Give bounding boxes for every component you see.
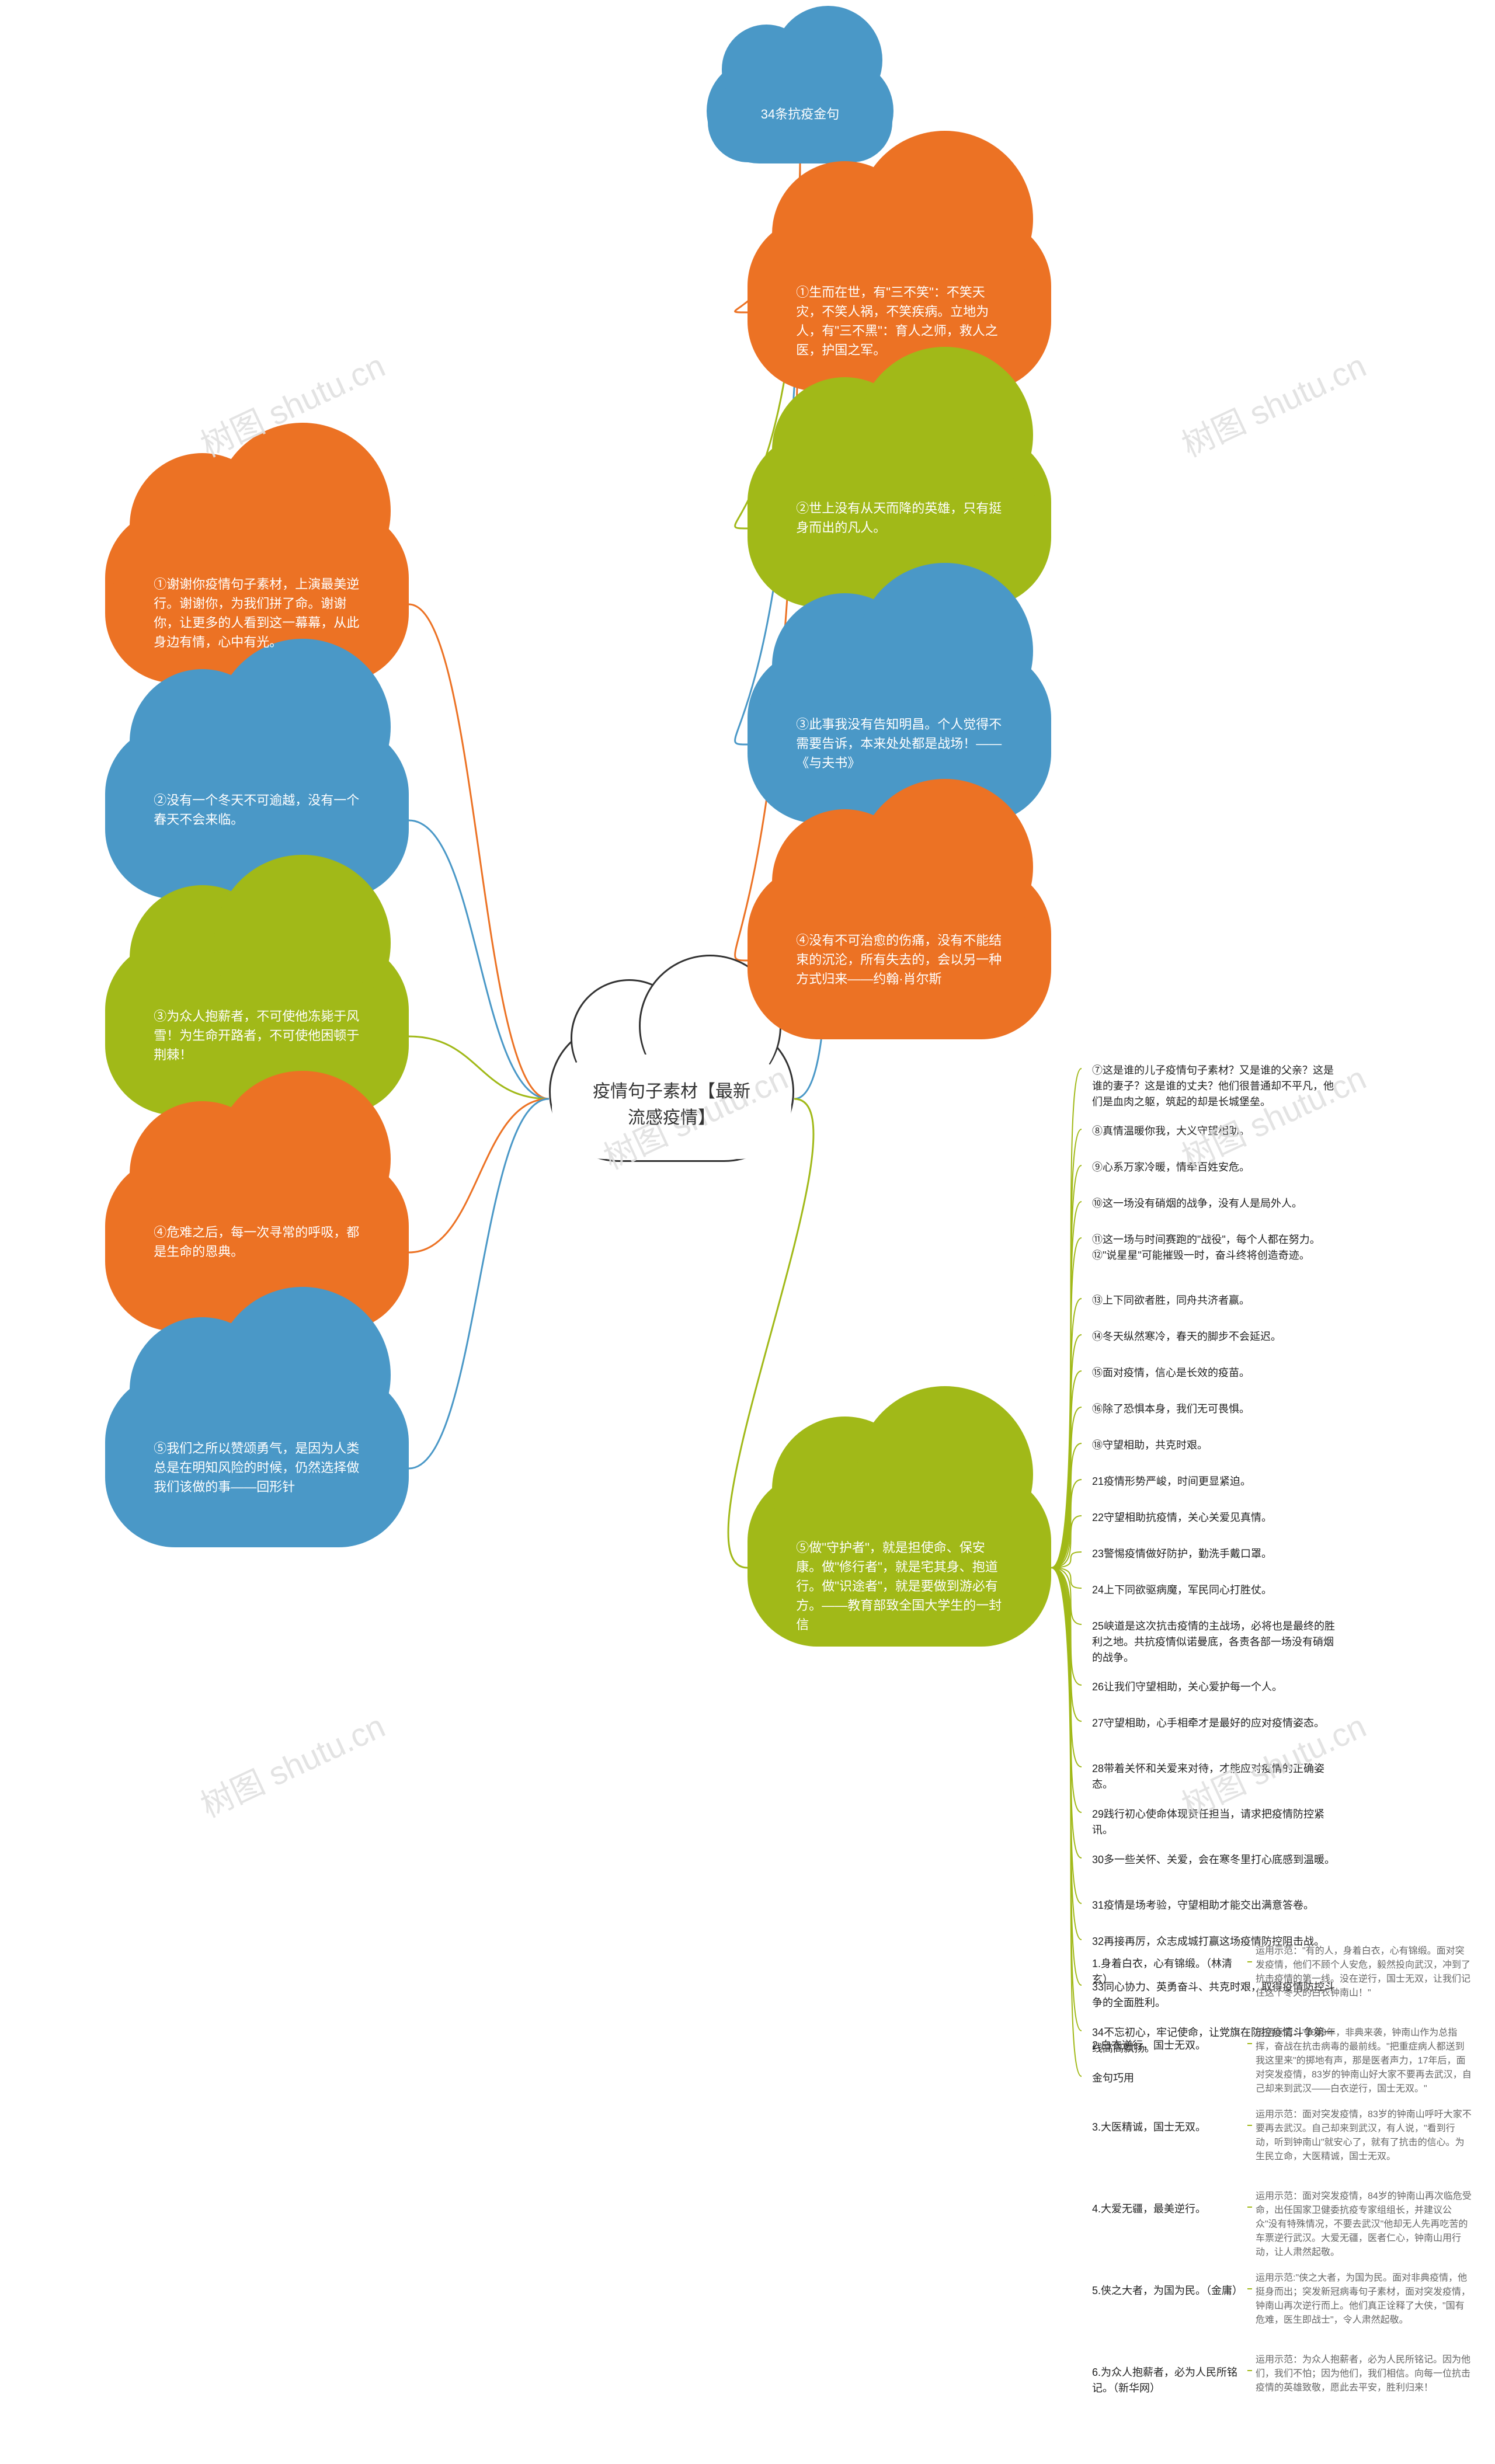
pair-desc: 运用示范：面对突发疫情，83岁的钟南山呼吁大家不要再去武汉。自己却来到武汉，有人… [1256, 2108, 1472, 2164]
pair-label: 1.身着白衣，心有锦缎。（林清玄） [1092, 1956, 1244, 1988]
list-item: 21疫情形势严峻，时间更显紧迫。 [1092, 1474, 1343, 1489]
list-item: ⑯除了恐惧本身，我们无可畏惧。 [1092, 1401, 1343, 1417]
top-node: 34条抗疫金句 [707, 58, 893, 163]
pair-desc: 运用示范："有的人，身着白衣，心有锦缎。面对突发疫情，他们不顾个人安危，毅然投向… [1256, 1944, 1472, 2000]
list-item: ⑧真情温暖你我，大义守望相助。 [1092, 1123, 1343, 1139]
list-item: 25峡道是这次抗击疫情的主战场，必将也是最终的胜利之地。共抗疫情似诺曼底，各责各… [1092, 1619, 1343, 1666]
left-cloud-4: ⑤我们之所以赞颂勇气，是因为人类总是在明知风险的时候，仍然选择做我们该做的事——… [105, 1372, 409, 1547]
list-item: 26让我们守望相助，关心爱护每一个人。 [1092, 1679, 1343, 1695]
pair-label: 5.侠之大者，为国为民。（金庸） [1092, 2283, 1244, 2299]
pair-label: 2.白衣逆行，国士无双。 [1092, 2038, 1244, 2054]
list-item: ⑬上下同欲者胜，同舟共济者赢。 [1092, 1293, 1343, 1308]
list-item: ⑩这一场没有硝烟的战争，没有人是局外人。 [1092, 1196, 1343, 1212]
list-item: ⑦这是谁的儿子疫情句子素材？又是谁的父亲？这是谁的妻子？这是谁的丈夫？他们很普通… [1092, 1063, 1343, 1110]
center-node: 疫情句子素材【最新流感疫情】 [549, 1022, 794, 1162]
list-item: ⑪这一场与时间赛跑的"战役"，每个人都在努力。⑫"说星星"可能摧毁一时，奋斗终将… [1092, 1232, 1343, 1264]
list-item: ⑮面对疫情，信心是长效的疫苗。 [1092, 1365, 1343, 1381]
list-item: 28带着关怀和关爱来对待，才能应对疫情的正确姿态。 [1092, 1761, 1343, 1793]
list-item: ⑭冬天纵然寒冷，春天的脚步不会延迟。 [1092, 1329, 1343, 1345]
list-item: 31疫情是场考验，守望相助才能交出满意答卷。 [1092, 1898, 1343, 1913]
list-item: 24上下同欲驱病魔，军民同心打胜仗。 [1092, 1582, 1343, 1598]
right-cloud-3: ④没有不可治愈的伤痛，没有不能结束的沉沦，所有失去的，会以另一种方式归来——约翰… [748, 864, 1051, 1039]
pair-desc: 运用示范：面对突发疫情，84岁的钟南山再次临危受命，出任国家卫健委抗疫专家组组长… [1256, 2190, 1472, 2260]
pair-label: 3.大医精诚，国士无双。 [1092, 2120, 1244, 2135]
pair-label: 6.为众人抱薪者，必为人民所铭记。（新华网） [1092, 2365, 1244, 2396]
pair-desc: 运用示范:"侠之大者，为国为民。面对非典疫情，他挺身而出；突发新冠病毒句子素材，… [1256, 2271, 1472, 2327]
list-item: ⑱守望相助，共克时艰。 [1092, 1438, 1343, 1453]
list-item: 23警惕疫情做好防护，勤洗手戴口罩。 [1092, 1546, 1343, 1562]
watermark: 树图 shutu.cn [192, 1700, 392, 1827]
list-item: 22守望相助抗疫情，关心关爱见真情。 [1092, 1510, 1343, 1526]
bottom-cloud: ⑤做"守护者"，就是担使命、保安康。做"修行者"，就是宅其身、抱道行。做"识途者… [748, 1471, 1051, 1647]
pair-label: 4.大爱无疆，最美逆行。 [1092, 2201, 1244, 2217]
watermark: 树图 shutu.cn [1173, 340, 1373, 467]
list-item: 29践行初心使命体现责任担当，请求把疫情防控紧讯。 [1092, 1807, 1343, 1838]
list-item: 27守望相助，心手相牵才是最好的应对疫情姿态。 [1092, 1715, 1343, 1731]
pair-desc: 运用示范：为众人抱薪者，必为人民所铭记。因为他们，我们不怕；因为他们，我们相信。… [1256, 2353, 1472, 2395]
list-item: 30多一些关怀、关爱，会在寒冬里打心底感到温暖。 [1092, 1852, 1343, 1868]
list-item: ⑨心系万家冷暖，情牵百姓安危。 [1092, 1160, 1343, 1175]
pair-desc: 运用示范："2003年，非典来袭，钟南山作为总指挥，奋战在抗击病毒的最前线。"把… [1256, 2026, 1472, 2096]
